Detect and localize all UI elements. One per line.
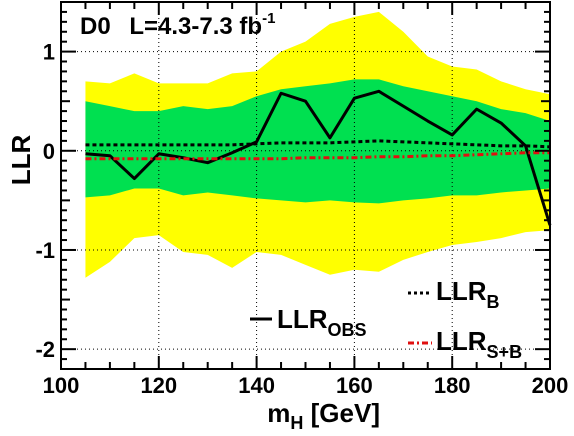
- legend-b-main: LLR: [436, 276, 487, 306]
- lumi-exponent: -1: [262, 10, 275, 27]
- legend-obs-sub: OBS: [328, 320, 367, 340]
- series-lines: [85, 89, 552, 226]
- x-tick-label: 120: [140, 373, 177, 398]
- tick-labels: 100 120 140 160 180 200 -2 -1 0 1: [35, 40, 568, 398]
- y-axis-label: LLR: [6, 135, 36, 186]
- x-tick-label: 160: [336, 373, 373, 398]
- x-axis-label: mH [GeV]: [267, 398, 380, 433]
- x-axis-label-sub: H: [290, 413, 303, 433]
- legend-b-sub: B: [487, 292, 500, 312]
- experiment-name: D0: [80, 13, 111, 40]
- lumi-label: L=4.3-7.3 fb: [129, 13, 262, 40]
- series-line-llr-b: [85, 139, 551, 149]
- series-line-llr-obs: [85, 89, 552, 226]
- x-tick-label: 180: [434, 373, 471, 398]
- y-tick-label: -2: [35, 337, 55, 362]
- x-tick-label: 200: [532, 373, 569, 398]
- x-tick-label: 140: [238, 373, 275, 398]
- y-tick-label: 0: [43, 139, 55, 164]
- legend-sb-label: LLRS+B: [436, 326, 522, 362]
- x-tick-label: 100: [43, 373, 80, 398]
- axis-ticks: [60, 1, 551, 370]
- y-tick-label: 1: [43, 40, 55, 65]
- legend: LLROBS LLRB LLRS+B: [250, 276, 522, 362]
- series-line-llr-s-b: [85, 151, 550, 161]
- legend-b-label: LLRB: [436, 276, 500, 312]
- y-tick-label: -1: [35, 238, 55, 263]
- legend-sb-sub: S+B: [487, 342, 523, 362]
- x-axis-label-main: m: [267, 398, 290, 428]
- legend-sb-main: LLR: [436, 326, 487, 356]
- x-axis-label-unit: [GeV]: [303, 398, 380, 428]
- grid-lines: [61, 2, 550, 369]
- experiment-label: D0 L=4.3-7.3 fb-1: [80, 10, 275, 40]
- legend-obs-label: LLROBS: [277, 304, 367, 340]
- legend-obs-main: LLR: [277, 304, 328, 334]
